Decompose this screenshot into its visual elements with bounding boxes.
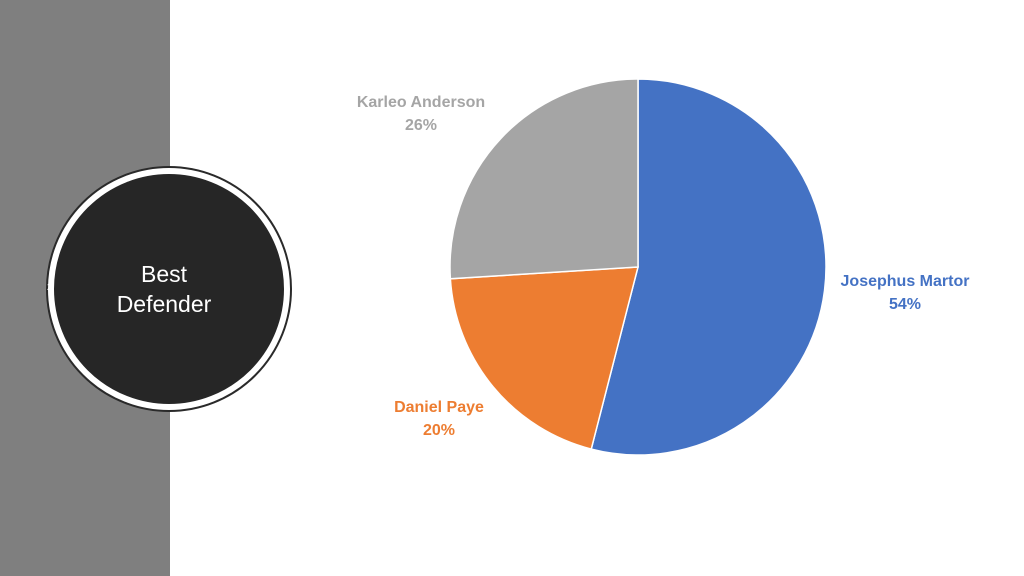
pie-slice-karleo-anderson [449,78,639,280]
slide-number: 2 [47,282,53,292]
slice-name: Daniel Paye [394,399,484,416]
slice-label-karleo-anderson: Karleo Anderson 26% [336,91,506,137]
title-line-1: Best [140,261,188,287]
slice-label-daniel-paye: Daniel Paye 20% [354,396,524,442]
slice-percent: 20% [422,422,456,439]
slice-name: Josephus Martor [840,273,970,290]
slice-name: Karleo Anderson [356,94,486,111]
slice-percent: 26% [404,117,438,134]
pie-slice-josephus-martor [590,78,827,456]
title-line-2: Defender [116,291,212,317]
title-circle: Best Defender [52,172,286,406]
slice-label-josephus-martor: Josephus Martor 54% [820,270,990,316]
slice-percent: 54% [888,296,922,313]
pie-slice-daniel-paye [449,266,639,451]
